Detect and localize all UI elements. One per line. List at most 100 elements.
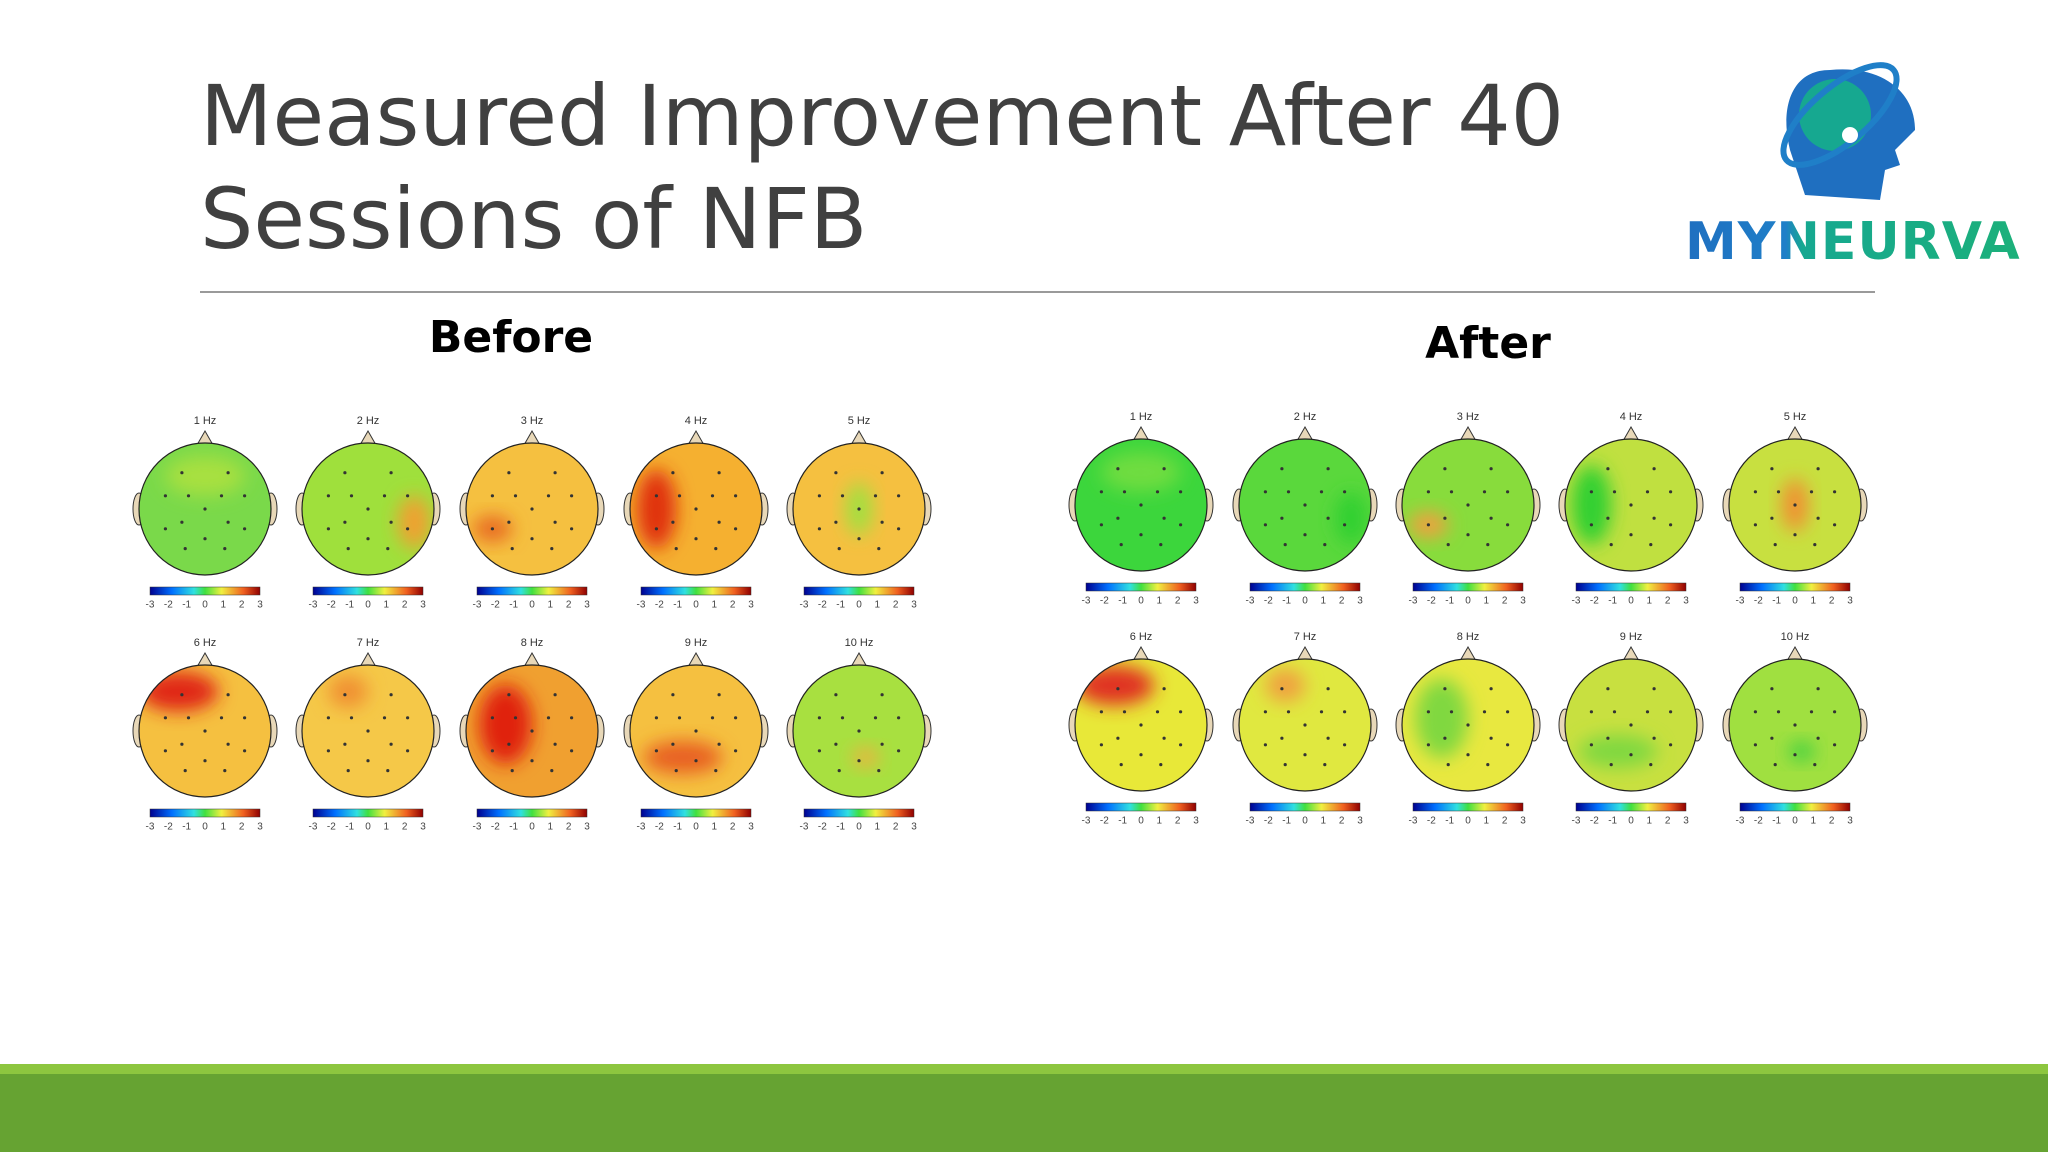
electrode [1506,523,1510,527]
electrode [1753,490,1757,494]
electrode [513,716,518,720]
frequency-label: 7 Hz [1294,631,1317,643]
electrode [654,494,659,498]
electrode [1589,743,1593,747]
logo-node [1842,127,1858,143]
electrode [553,742,557,746]
electrode [490,749,494,753]
electrode [203,507,207,511]
head-outline [1564,438,1698,572]
electrode [1119,763,1123,767]
colorbar-label: 2 [239,822,245,833]
colorbar [1575,802,1687,812]
colorbar [476,808,588,818]
electrode [1263,743,1267,747]
colorbar-label: -2 [1264,596,1273,607]
electrode [163,749,167,753]
electrode [671,693,675,697]
electrode [840,494,845,498]
topomap: 5 Hz -3 -2 -1 0 1 2 3 [1722,411,1868,607]
colorbar-label: 0 [365,600,371,611]
topomap: 2 Hz -3 -2 -1 0 1 2 3 [1232,411,1378,607]
electrode [326,527,330,531]
electrode [530,729,534,733]
electrode [1263,490,1267,494]
electrode [1773,763,1777,767]
colorbar-label: 2 [1339,816,1345,827]
electrode [1162,687,1166,691]
electrode [366,537,370,541]
colorbar [1739,802,1851,812]
electrode [1443,467,1447,471]
colorbar-label: 2 [1829,596,1835,607]
electrode [553,520,557,524]
colorbar-label: -1 [673,822,682,833]
colorbar [1412,802,1524,812]
electrode [343,742,347,746]
electrode [1179,523,1183,527]
colorbar-label: 0 [1138,596,1144,607]
electrode [1466,503,1470,507]
activity-region [852,747,879,768]
colorbar [149,586,261,596]
electrode [546,716,551,720]
electrode [1770,516,1774,520]
electrode [1446,763,1450,767]
colorbar-label: 1 [1157,816,1163,827]
topomap: 4 Hz -3 -2 -1 0 1 2 3 [623,415,769,611]
frequency-label: 2 Hz [357,415,380,427]
electrode [1669,710,1673,714]
electrode [382,716,387,720]
colorbar-label: 2 [402,822,408,833]
colorbar-label: -3 [1572,816,1581,827]
electrode [1669,743,1673,747]
activity-region [1571,465,1612,545]
electrode [1753,710,1757,714]
topomap: 10 Hz -3 -2 -1 0 1 2 3 [1722,631,1868,827]
electrode [880,742,884,746]
electrode [346,769,350,773]
electrode [1770,736,1774,740]
topomap: 9 Hz -3 -2 -1 0 1 2 3 [1558,631,1704,827]
colorbar-label: 1 [1647,596,1653,607]
electrode [180,520,184,524]
electrode [840,716,845,720]
colorbar-label: 3 [1193,816,1199,827]
electrode [226,471,230,475]
title-line: Measured Improvement After 40 [200,67,1564,165]
electrode [1489,736,1493,740]
head-outline [1728,438,1862,572]
footer-band [0,1074,2048,1152]
colorbar-label: -1 [1608,596,1617,607]
electrode [873,494,878,498]
electrode [734,527,738,531]
electrode [1449,490,1454,494]
electrode [226,742,230,746]
electrode [1155,710,1160,714]
electrode [550,769,554,773]
colorbar-label: 3 [911,600,917,611]
electrode [1506,490,1510,494]
frequency-label: 3 Hz [521,415,544,427]
electrode [219,494,224,498]
colorbar-label: 0 [693,822,699,833]
electrode [389,742,393,746]
colorbar-label: 1 [1811,596,1817,607]
electrode [1813,543,1817,547]
electrode [203,537,207,541]
colorbar-label: -2 [1264,816,1273,827]
colorbar-label: 0 [529,600,535,611]
colorbar-label: 0 [1465,596,1471,607]
electrode [717,693,721,697]
colorbar-label: 3 [1520,816,1526,827]
colorbar-label: 0 [1792,816,1798,827]
electrode [186,494,191,498]
frequency-label: 5 Hz [1784,411,1807,423]
colorbar [476,586,588,596]
electrode [1669,490,1673,494]
topomap: 8 Hz -3 -2 -1 0 1 2 3 [459,637,605,833]
electrode [1649,763,1653,767]
electrode [1629,503,1633,507]
topomap: 6 Hz -3 -2 -1 0 1 2 3 [132,637,278,833]
electrode [1179,490,1183,494]
